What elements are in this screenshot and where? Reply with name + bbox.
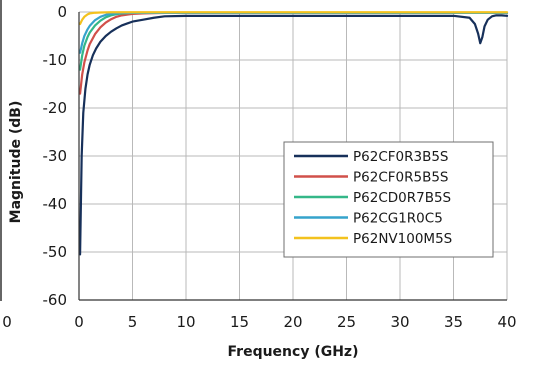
legend-label: P62NV100M5S [353,231,452,247]
legend: P62CF0R3B5S P62CF0R5B5S P62CD0R7B5S P62CG1R… [284,142,493,257]
left-edge-partial-label: 0 [2,313,12,331]
legend-label: P62CG1R0C5 [353,211,443,227]
y-tick-label: -20 [43,99,68,117]
x-tick-label: 30 [390,313,409,331]
x-tick-label: 0 [74,313,84,331]
x-tick-label: 10 [176,313,195,331]
y-tick-label: 0 [57,3,67,21]
y-tick-label: -30 [43,147,68,165]
y-tick-label: -10 [43,51,68,69]
x-tick-label: 40 [497,313,516,331]
left-cut-line [0,0,2,301]
y-tick-label: -40 [43,195,68,213]
x-tick-label: 25 [337,313,356,331]
x-tick-label: 5 [128,313,138,331]
x-tick-label: 20 [283,313,302,331]
x-axis-label: Frequency (GHz) [228,344,359,360]
y-tick-label: -60 [43,291,68,309]
y-tick-label: -50 [43,243,68,261]
legend-label: P62CF0R5B5S [353,170,449,186]
x-tick-label: 35 [444,313,463,331]
y-axis-label: Magnitude (dB) [8,101,24,224]
legend-label: P62CD0R7B5S [353,190,451,206]
x-tick-label: 15 [230,313,249,331]
legend-label: P62CF0R3B5S [353,149,449,165]
